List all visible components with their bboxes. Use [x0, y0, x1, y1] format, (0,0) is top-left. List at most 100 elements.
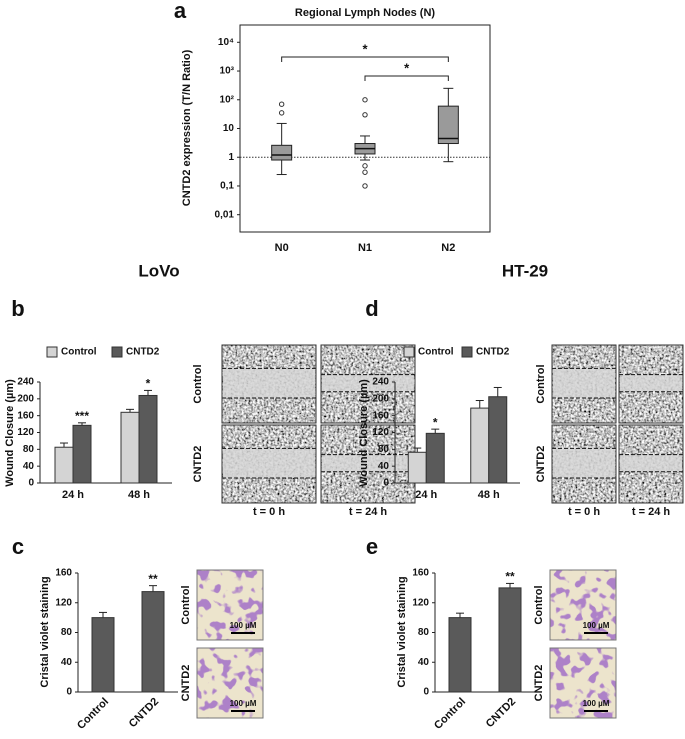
legend-label: Control [61, 347, 97, 358]
image-col-label: t = 24 h [632, 506, 670, 518]
image-col-label: t = 0 h [568, 506, 600, 518]
micrograph-border [196, 647, 264, 719]
wound-gap [322, 374, 414, 392]
column-header: HT-29 [502, 261, 548, 280]
panel-letter: c [12, 534, 24, 559]
column-header: LoVo [138, 261, 179, 280]
legend-label: CNTD2 [476, 347, 510, 358]
y-tick-label: 0 [383, 478, 389, 489]
outlier [362, 112, 368, 118]
x-tick-label: Control [75, 696, 111, 732]
outlier [362, 163, 368, 169]
y-tick-label: 160 [372, 410, 389, 421]
y-axis-label: Cristal violet staining [39, 576, 51, 687]
wound-gap [322, 454, 414, 472]
wound-gap [620, 454, 682, 472]
y-axis-label: CNTD2 expression (T/N Ratio) [181, 49, 193, 206]
micrograph-border [549, 569, 617, 641]
significance-label: *** [75, 409, 89, 423]
y-tick-label: 80 [378, 444, 390, 455]
y-tick-label: 0 [66, 687, 72, 698]
y-tick-label: 0 [423, 687, 429, 698]
wound-gap [553, 368, 615, 399]
outlier [362, 183, 368, 189]
y-tick-label: 40 [61, 657, 73, 668]
x-tick-label: 48 h [478, 489, 500, 501]
y-tick-label: 10⁴ [218, 37, 234, 48]
stained-cells [197, 570, 263, 640]
y-tick-label: 200 [17, 393, 34, 404]
significance-bracket [364, 75, 449, 81]
image-row-label: CNTD2 [192, 446, 204, 483]
x-tick-label: N1 [358, 242, 372, 254]
image-col-label: t = 0 h [253, 506, 285, 518]
scale-label: 100 µM [583, 621, 610, 630]
wound-gap [223, 448, 315, 479]
significance-label: ** [148, 572, 158, 586]
wound-gap [553, 448, 615, 479]
y-tick-label: 80 [418, 627, 430, 638]
image-row-label: Control [535, 364, 547, 403]
bar [407, 451, 427, 484]
image-row-label: Control [533, 585, 545, 624]
outlier [278, 101, 285, 107]
micrograph-border [196, 569, 264, 641]
legend-swatch [111, 346, 123, 358]
y-tick-label: 240 [372, 377, 389, 388]
micrograph-border [221, 344, 317, 424]
y-tick-label: 10 [223, 123, 235, 134]
image-row-label: CNTD2 [535, 446, 547, 483]
bar [448, 617, 472, 693]
significance-label: * [362, 41, 368, 56]
y-tick-label: 160 [55, 568, 72, 579]
image-col-label: t = 24 h [349, 506, 387, 518]
y-tick-label: 160 [17, 410, 34, 421]
micrograph-border [618, 344, 684, 424]
y-tick-label: 10² [220, 94, 235, 105]
y-tick-label: 80 [23, 444, 35, 455]
y-tick-label: 0,1 [220, 181, 234, 192]
micrograph-border [551, 424, 617, 504]
bar [425, 432, 445, 484]
y-axis-label: Wound Closure (µm) [4, 379, 16, 487]
image-row-label: Control [192, 364, 204, 403]
outlier [278, 110, 285, 116]
image-row-label: CNTD2 [180, 665, 192, 702]
x-tick-label: N0 [275, 242, 289, 254]
y-tick-label: 10³ [220, 66, 235, 77]
bar [488, 396, 508, 484]
panel-letter: d [365, 296, 378, 321]
outlier [362, 97, 368, 103]
scale-label: 100 µM [583, 699, 610, 708]
bar [54, 446, 74, 484]
bar [138, 394, 158, 484]
y-tick-label: 200 [372, 393, 389, 404]
scale-label: 100 µM [230, 621, 257, 630]
bar [120, 411, 140, 484]
y-tick-label: 40 [378, 461, 390, 472]
x-tick-label: 24 h [62, 489, 84, 501]
panel-letter: e [366, 534, 378, 559]
bar [72, 424, 92, 484]
wound-gap [620, 374, 682, 392]
significance-label: * [433, 415, 438, 429]
y-tick-label: 120 [55, 597, 72, 608]
x-tick-label: N2 [441, 242, 455, 254]
panel-letter: b [11, 296, 24, 321]
bar [91, 617, 115, 693]
scale-label: 100 µM [230, 699, 257, 708]
x-tick-label: Control [432, 696, 468, 732]
outlier [362, 169, 368, 175]
significance-label: * [146, 377, 151, 391]
y-tick-label: 40 [23, 461, 35, 472]
y-tick-label: 120 [412, 597, 429, 608]
wound-gap [223, 368, 315, 399]
legend-label: CNTD2 [126, 347, 160, 358]
stained-cells [197, 648, 263, 718]
bar [470, 407, 490, 484]
panel-letter: a [174, 0, 187, 23]
y-axis-label: Cristal violet staining [396, 576, 408, 687]
x-tick-label: 48 h [128, 489, 150, 501]
plot-frame [239, 24, 491, 233]
y-tick-label: 0,01 [215, 209, 235, 220]
